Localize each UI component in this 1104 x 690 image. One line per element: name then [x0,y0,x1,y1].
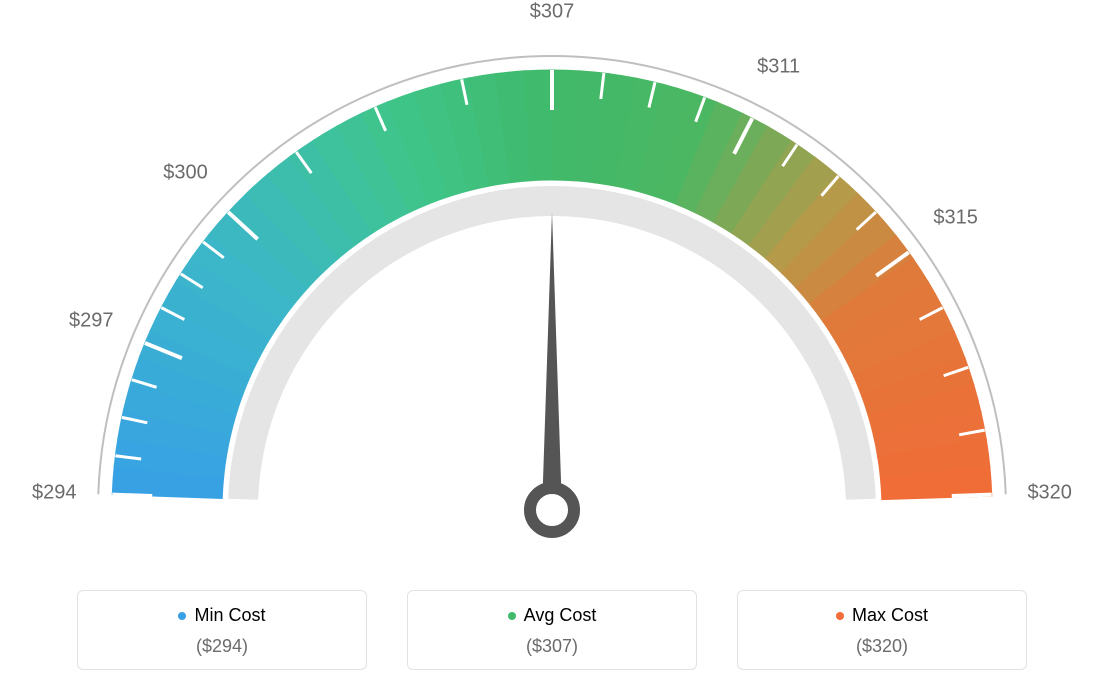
legend-max-value: ($320) [748,636,1016,657]
legend-row: Min Cost ($294) Avg Cost ($307) Max Cost… [0,590,1104,670]
gauge-svg [0,0,1104,560]
legend-avg-card: Avg Cost ($307) [407,590,697,670]
gauge-tick-label: $307 [530,1,575,24]
legend-min-value: ($294) [88,636,356,657]
legend-max-card: Max Cost ($320) [737,590,1027,670]
legend-avg-dot-icon [508,612,516,620]
legend-max-label: Max Cost [852,605,928,626]
legend-avg-value: ($307) [418,636,686,657]
legend-min-label: Min Cost [194,605,265,626]
cost-gauge: $294 $297 $300 $307 $311 $315 $320 [0,0,1104,560]
gauge-tick-label: $300 [163,161,208,184]
legend-max-dot-icon [836,612,844,620]
legend-max-title: Max Cost [836,605,928,626]
gauge-tick-label: $315 [933,207,978,230]
legend-avg-title: Avg Cost [508,605,597,626]
gauge-tick-label: $311 [757,55,800,78]
gauge-tick-label: $320 [1027,481,1072,504]
legend-min-dot-icon [178,612,186,620]
gauge-tick-label: $297 [69,309,114,332]
gauge-tick-label: $294 [32,481,77,504]
legend-min-card: Min Cost ($294) [77,590,367,670]
legend-avg-label: Avg Cost [524,605,597,626]
legend-min-title: Min Cost [178,605,265,626]
